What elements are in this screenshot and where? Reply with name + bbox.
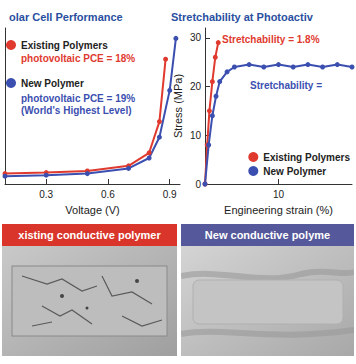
svg-text:photovoltaic PCE = 18%: photovoltaic PCE = 18% — [21, 53, 135, 64]
svg-text:Stretchability =: Stretchability = — [250, 80, 322, 91]
html-text:New conductive polyme: New conductive polyme — [204, 229, 331, 241]
svg-text:New Polymer: New Polymer — [263, 166, 326, 177]
svg-text:20: 20 — [190, 81, 202, 92]
html-text:xisting conductive polymer: xisting conductive polymer — [18, 229, 161, 241]
svg-text:Stress (MPa): Stress (MPa) — [172, 74, 184, 138]
svg-text:Engineering strain (%): Engineering strain (%) — [224, 204, 333, 216]
svg-text:0.3: 0.3 — [39, 189, 53, 200]
svg-text:Voltage (V): Voltage (V) — [65, 204, 119, 216]
svg-text:0.9: 0.9 — [163, 189, 177, 200]
svg-text:0.6: 0.6 — [101, 189, 115, 200]
svg-text:30: 30 — [190, 32, 202, 43]
svg-text:photovoltaic PCE = 19%: photovoltaic PCE = 19% — [21, 93, 135, 104]
svg-text:Existing Polymers: Existing Polymers — [21, 40, 108, 51]
svg-text:0: 0 — [195, 179, 201, 190]
svg-text:(World's Highest Level): (World's Highest Level) — [21, 105, 132, 116]
svg-text:10: 10 — [273, 189, 285, 200]
svg-text:10: 10 — [190, 130, 202, 141]
svg-text:New Polymer: New Polymer — [21, 78, 84, 89]
svg-text:Existing Polymers: Existing Polymers — [263, 152, 350, 163]
svg-text:olar Cell Performance: olar Cell Performance — [9, 11, 123, 23]
svg-text:Stretchability at Photoactiv: Stretchability at Photoactiv — [171, 11, 314, 23]
svg-text:Stretchability = 1.8%: Stretchability = 1.8% — [222, 34, 320, 45]
